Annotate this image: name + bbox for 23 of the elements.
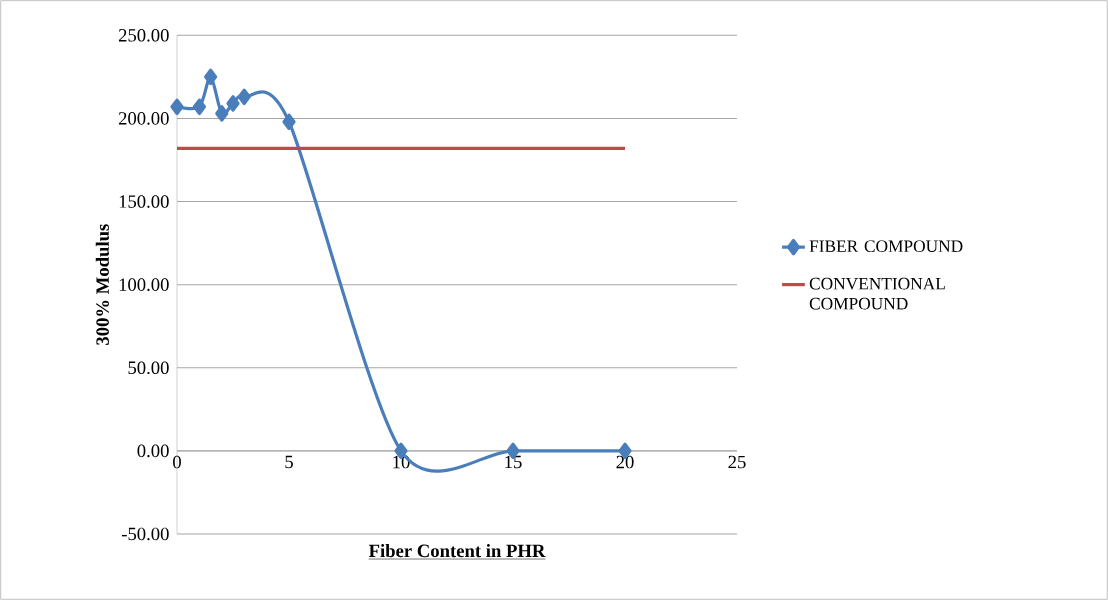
point [237, 88, 251, 106]
x-axis-title: Fiber Content in PHR [368, 544, 546, 558]
x-tick-label: 25 [728, 455, 746, 469]
point [226, 95, 240, 112]
y-tick-label: 50.00 [128, 361, 169, 375]
x-tick-label: 20 [616, 455, 634, 469]
y-tick-label: 150.00 [119, 195, 169, 208]
point [192, 98, 207, 116]
point [282, 113, 296, 131]
legend-label: FIBER COMPOUND [809, 240, 963, 253]
point [170, 98, 184, 116]
y-tick-label: 100.00 [119, 278, 169, 291]
x-tick-label: 0 [173, 455, 181, 469]
point [215, 105, 229, 122]
x-tick-label: 15 [505, 455, 522, 469]
legend-label: CONVENTIONAL COMPOUND [809, 277, 945, 310]
y-tick-label: 0.00 [137, 444, 169, 458]
point [204, 68, 218, 86]
y-tick-label: -50.00 [121, 527, 169, 541]
x-tick-label: 5 [285, 455, 293, 469]
y-tick-label: 200.00 [118, 112, 169, 125]
y-axis-title: 300% Modulus [95, 224, 109, 345]
y-tick-label: 250.00 [118, 28, 169, 42]
